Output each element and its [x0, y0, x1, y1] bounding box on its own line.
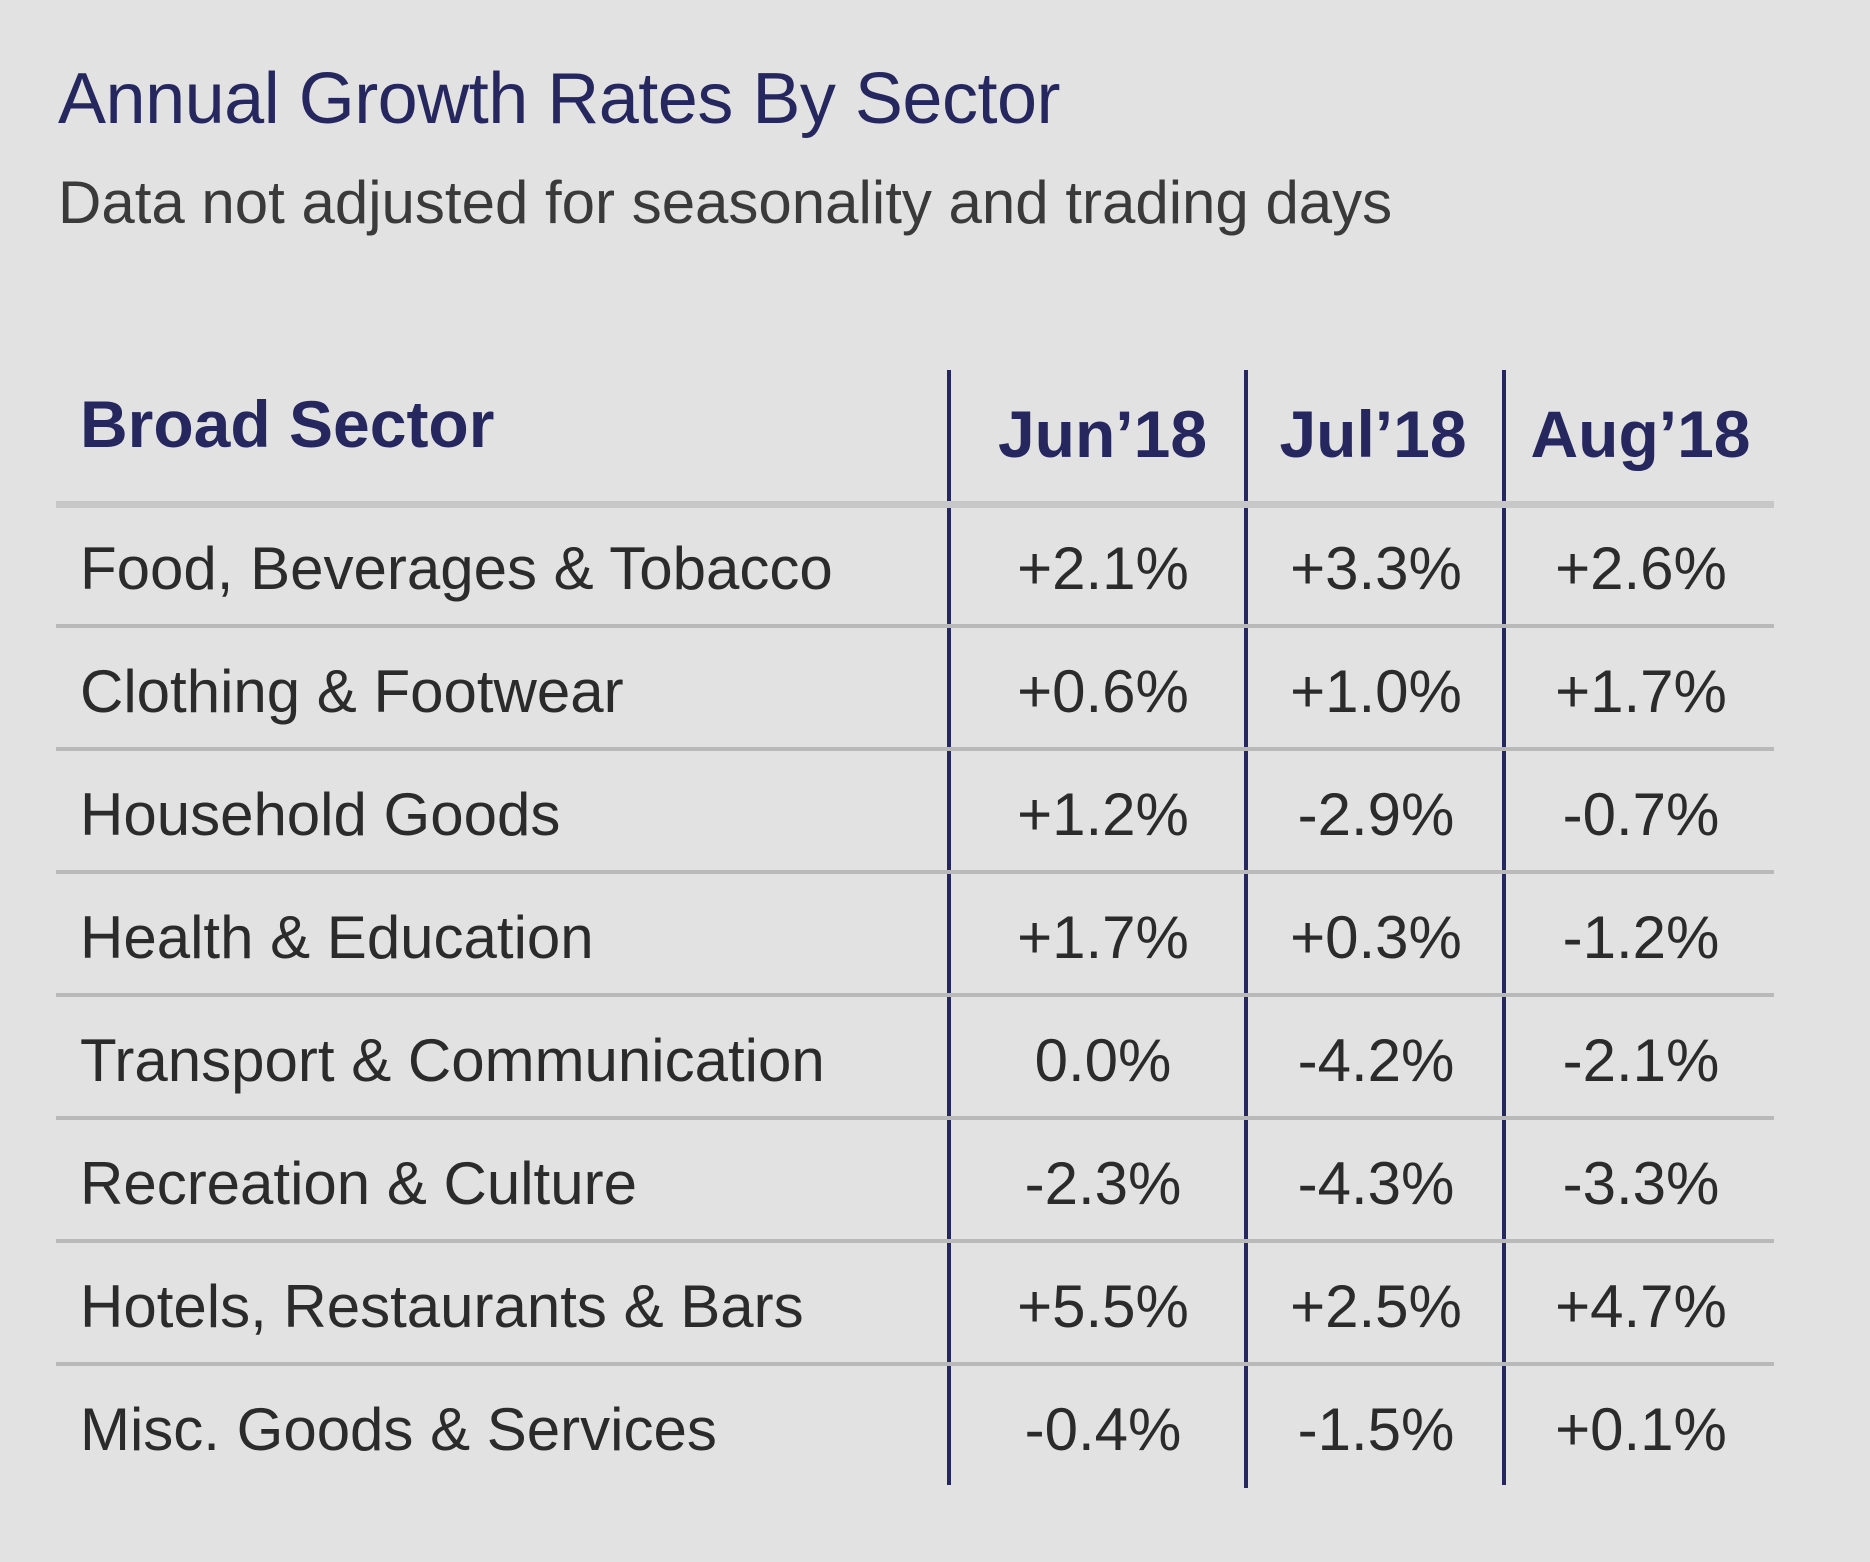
- row-divider: [56, 1362, 1774, 1366]
- table-cell: -2.1%: [1562, 1027, 1720, 1094]
- row-divider: [56, 993, 1774, 997]
- row-label: Recreation & Culture: [80, 1150, 637, 1217]
- table-cell: +1.0%: [1290, 658, 1462, 725]
- table-cell: +1.2%: [1017, 781, 1189, 848]
- row-divider: [56, 747, 1774, 751]
- table-cell: -2.3%: [1024, 1150, 1182, 1217]
- table-cell: +4.7%: [1555, 1273, 1727, 1340]
- header-broad-sector: Broad Sector: [80, 387, 495, 461]
- table-cell: -4.3%: [1297, 1150, 1455, 1217]
- column-divider-3: [1502, 370, 1506, 1485]
- table-cell: +5.5%: [1017, 1273, 1189, 1340]
- table-cell: +0.1%: [1555, 1396, 1727, 1463]
- table-cell: -1.2%: [1562, 904, 1720, 971]
- table-cell: -2.9%: [1297, 781, 1455, 848]
- row-label: Household Goods: [80, 781, 561, 848]
- table-cell: +2.6%: [1555, 535, 1727, 602]
- table-cell: 0.0%: [1034, 1027, 1172, 1094]
- row-label: Transport & Communication: [80, 1027, 825, 1094]
- table-cell: +1.7%: [1555, 658, 1727, 725]
- row-label: Health & Education: [80, 904, 594, 971]
- row-label: Clothing & Footwear: [80, 658, 624, 725]
- table-cell: +2.1%: [1017, 535, 1189, 602]
- row-divider: [56, 870, 1774, 874]
- table-subtitle: Data not adjusted for seasonality and tr…: [58, 169, 1393, 236]
- table-cell: +1.7%: [1017, 904, 1189, 971]
- table-cell: +0.3%: [1290, 904, 1462, 971]
- row-label: Hotels, Restaurants & Bars: [80, 1273, 804, 1340]
- column-divider-2: [1244, 370, 1248, 1488]
- table-cell: -0.7%: [1562, 781, 1720, 848]
- header-aug-18: Aug’18: [1530, 397, 1751, 471]
- table-title: Annual Growth Rates By Sector: [58, 59, 1060, 139]
- table-cell: +2.5%: [1290, 1273, 1462, 1340]
- row-label: Misc. Goods & Services: [80, 1396, 717, 1463]
- row-label: Food, Beverages & Tobacco: [80, 535, 833, 602]
- column-divider-1: [947, 370, 951, 1485]
- row-divider: [56, 1116, 1774, 1120]
- header-jun-18: Jun’18: [997, 397, 1208, 471]
- table-cell: +0.6%: [1017, 658, 1189, 725]
- table-cell: -4.2%: [1297, 1027, 1455, 1094]
- table-cell: -3.3%: [1562, 1150, 1720, 1217]
- table-cell: +3.3%: [1290, 535, 1462, 602]
- header-jul-18: Jul’18: [1279, 397, 1467, 471]
- table-cell: -1.5%: [1297, 1396, 1455, 1463]
- table-cell: -0.4%: [1024, 1396, 1182, 1463]
- row-divider: [56, 624, 1774, 628]
- header-rule: [56, 501, 1774, 508]
- row-divider: [56, 1239, 1774, 1243]
